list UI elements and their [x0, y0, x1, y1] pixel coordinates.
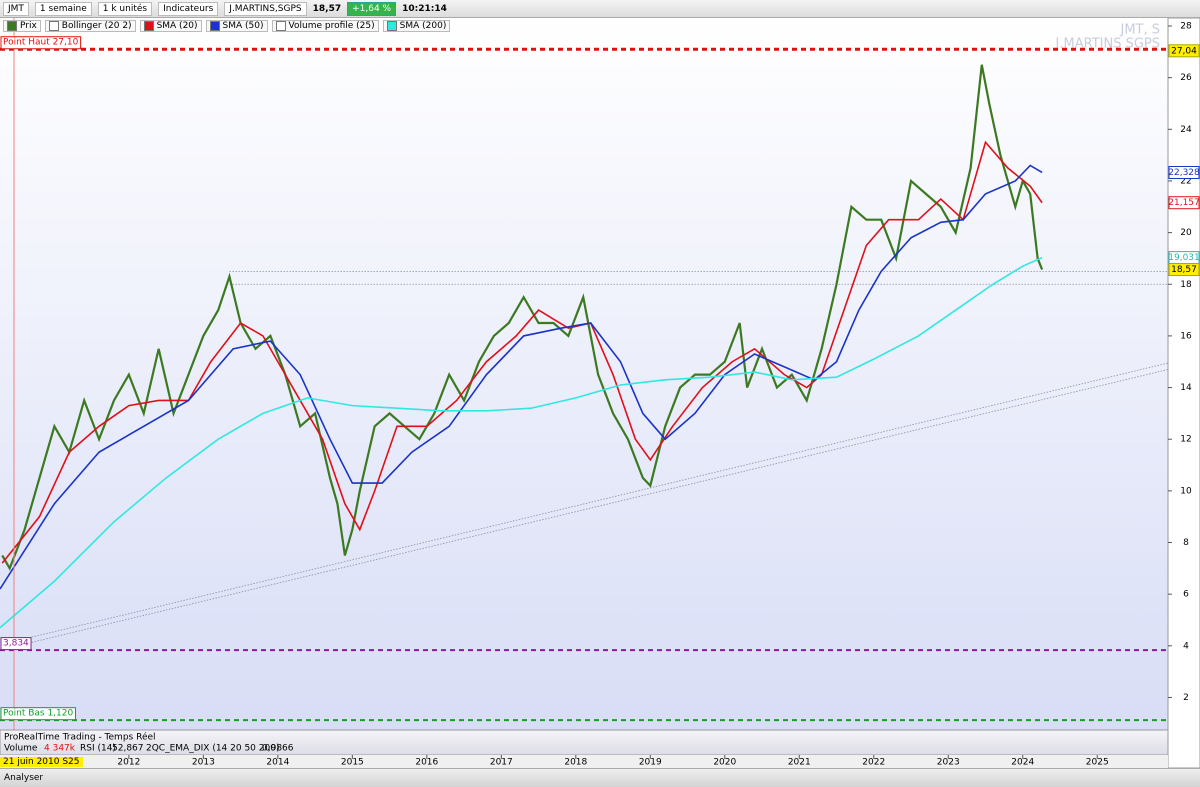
x-tick-label: 2020: [713, 758, 736, 768]
analyse-button[interactable]: Analyser: [4, 773, 44, 783]
level-label: Point Haut 27,10: [3, 38, 79, 48]
x-tick-label: 2012: [117, 758, 140, 768]
panel-rsi-value: 52,867: [112, 744, 144, 754]
price-label-box: [1168, 263, 1200, 277]
price-label: 22,328: [1168, 168, 1200, 178]
period-select[interactable]: 1 semaine: [34, 1, 92, 16]
level-label-box: [0, 36, 82, 50]
level-label: Point Bas 1,120: [3, 709, 73, 719]
trendline: [17, 369, 1168, 647]
y-tick-label: 22: [1180, 176, 1191, 186]
legend-swatch: [7, 21, 17, 31]
price-label: 21,157: [1168, 198, 1200, 208]
legend-label: SMA (20): [156, 21, 198, 31]
chart: JMT, S J.MARTINS SGPS ProRealTime Tradin…: [0, 18, 1200, 768]
panel-ema-value: 0,9866: [262, 744, 294, 754]
panel-volume: Volume: [4, 744, 38, 754]
price-label: 19,031: [1168, 253, 1200, 263]
y-tick-label: 8: [1183, 538, 1189, 548]
time-axis: [0, 755, 1168, 768]
x-tick-label: 2025: [1086, 758, 1109, 768]
price-label-box: [1168, 165, 1200, 179]
sma-line: [1, 140, 1043, 564]
x-tick-label: 2022: [862, 758, 885, 768]
x-tick-label: 2018: [564, 758, 587, 768]
y-tick-label: 28: [1180, 22, 1192, 32]
legend-swatch: [275, 21, 286, 31]
y-tick-label: 18: [1180, 280, 1192, 290]
panel-volume-value: 4 347k: [44, 744, 76, 754]
sma-line: [0, 256, 1043, 629]
y-tick-label: 14: [1180, 383, 1192, 393]
legend-swatch: [48, 21, 59, 31]
legend-label: Prix: [20, 21, 37, 31]
legend-label: Volume profile (25): [288, 21, 375, 31]
x-tick-label: 2016: [415, 758, 438, 768]
y-tick-label: 10: [1180, 486, 1192, 496]
legend-item[interactable]: Prix: [3, 20, 41, 32]
x-tick-label: 2017: [490, 758, 513, 768]
y-tick-label: 6: [1183, 590, 1189, 600]
y-tick-label: 20: [1180, 228, 1192, 238]
y-tick-label: 4: [1183, 641, 1189, 651]
y-tick-label: 24: [1180, 125, 1192, 135]
legend-item[interactable]: Volume profile (25): [271, 20, 379, 32]
x-tick-label: 2021: [788, 758, 811, 768]
legend-label: SMA (200): [399, 21, 447, 31]
toolbar: JMT 1 semaine 1 k unités Indicateurs J.M…: [0, 0, 1200, 18]
indicators-button[interactable]: Indicateurs: [158, 1, 219, 16]
legend: Prix Bollinger (20 2) SMA (20) SMA (50) Volu…: [0, 18, 451, 34]
x-tick-label: 2024: [1011, 758, 1034, 768]
level-label-box: [0, 707, 76, 721]
legend-label: Bollinger (20 2): [61, 21, 132, 31]
instrument-name: J.MARTINS,SGPS: [224, 1, 307, 16]
footer: Analyser: [0, 768, 1200, 787]
price-label-box: [1168, 196, 1200, 210]
legend-swatch: [386, 21, 397, 31]
level-label: 3,834: [3, 639, 29, 649]
price-label-box: [1168, 44, 1200, 58]
panel-rsi: RSI (14): [80, 744, 116, 754]
panel-ema: 2QC_EMA_DIX (14 20 50 200): [146, 744, 279, 754]
level-label-box: [0, 637, 32, 651]
price-label: 27,04: [1171, 46, 1197, 56]
last-price: 18,57: [312, 3, 342, 14]
watermark-symbol: JMT, S: [1119, 23, 1160, 38]
legend-swatch: [209, 21, 220, 31]
x-tick-label: 2014: [266, 758, 289, 768]
cursor-date: 21 juin 2010 S25: [0, 757, 83, 767]
x-tick-label: 2013: [192, 758, 215, 768]
sma-line: [0, 164, 1043, 590]
legend-item[interactable]: SMA (200): [382, 20, 451, 32]
x-tick-label: 2023: [937, 758, 960, 768]
legend-item[interactable]: Bollinger (20 2): [44, 20, 136, 32]
units-select[interactable]: 1 k unités: [97, 1, 153, 16]
y-tick-label: 26: [1180, 73, 1192, 83]
legend-swatch: [143, 21, 154, 31]
y-tick-label: 16: [1180, 331, 1192, 341]
y-tick-label: 2: [1183, 693, 1189, 703]
panel-source: ProRealTime Trading - Temps Réel: [4, 732, 156, 743]
symbol-select[interactable]: JMT: [3, 1, 29, 16]
price-line: [1, 64, 1044, 571]
clock: 10:21:14: [402, 3, 447, 14]
legend-item[interactable]: SMA (20): [139, 20, 202, 32]
price-label: 18,57: [1171, 265, 1197, 275]
y-tick-label: 12: [1180, 435, 1191, 445]
indicator-panel: [0, 729, 1169, 756]
x-tick-label: 2019: [639, 758, 662, 768]
x-tick-label: 2015: [341, 758, 364, 768]
price-change: +1,64 %: [347, 1, 397, 16]
trendline: [17, 362, 1168, 642]
legend-label: SMA (50): [222, 21, 264, 31]
legend-item[interactable]: SMA (50): [205, 20, 268, 32]
price-axis: [1167, 18, 1200, 768]
